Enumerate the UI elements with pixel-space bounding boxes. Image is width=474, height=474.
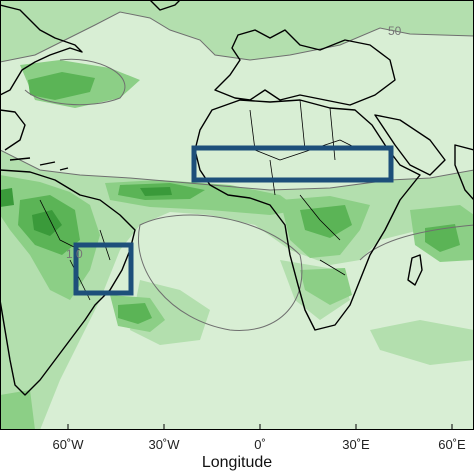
madagascar-coast [407, 254, 423, 286]
india-coast [454, 144, 474, 201]
greenland-coast [149, 0, 181, 11]
x-axis-title: Longitude [201, 454, 273, 471]
x-tick-marks [67, 424, 453, 430]
europe-coast [214, 29, 396, 106]
coastlines [0, 0, 474, 396]
contour-lines [0, 11, 474, 331]
precipitation-map: 50 1 0 [0, 0, 474, 430]
south-america-coast [0, 169, 136, 396]
region-boxes [73, 145, 394, 296]
contour-label-10: 1 0 [66, 247, 83, 261]
south-america-box [73, 242, 134, 296]
x-tick-label: 60˚E [438, 437, 466, 452]
sahel-box [191, 145, 394, 183]
x-tick-label: 0˚ [254, 437, 266, 452]
contour-label-50: 50 [388, 24, 402, 38]
x-tick-label: 30˚E [342, 437, 370, 452]
x-tick-label: 60˚W [52, 437, 84, 452]
africa-coast [194, 99, 421, 331]
caribbean-islands [9, 157, 69, 171]
arabia-coast [374, 114, 446, 176]
north-america-coast [0, 4, 83, 96]
x-tick-label: 30˚W [148, 437, 180, 452]
